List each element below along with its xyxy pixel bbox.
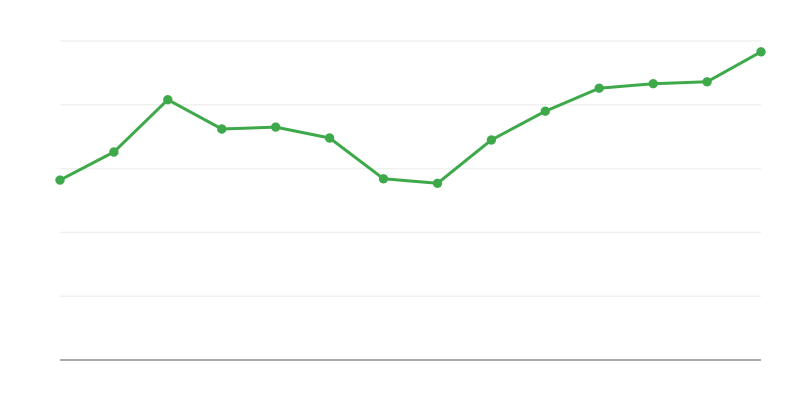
data-point-marker [540, 106, 550, 116]
data-point-marker [109, 147, 119, 157]
data-point-marker [324, 133, 335, 143]
data-point-marker [378, 174, 389, 184]
data-point-marker [55, 175, 65, 185]
data-point-marker [271, 122, 281, 132]
data-point-marker [594, 83, 604, 93]
data-point-marker [432, 178, 443, 188]
data-point-marker [702, 77, 712, 87]
data-point-marker [756, 47, 766, 57]
data-point-marker [486, 135, 497, 145]
series-line [58, 50, 763, 185]
data-point-marker [648, 79, 658, 89]
data-point-marker [217, 124, 227, 134]
data-point-marker [163, 95, 173, 105]
